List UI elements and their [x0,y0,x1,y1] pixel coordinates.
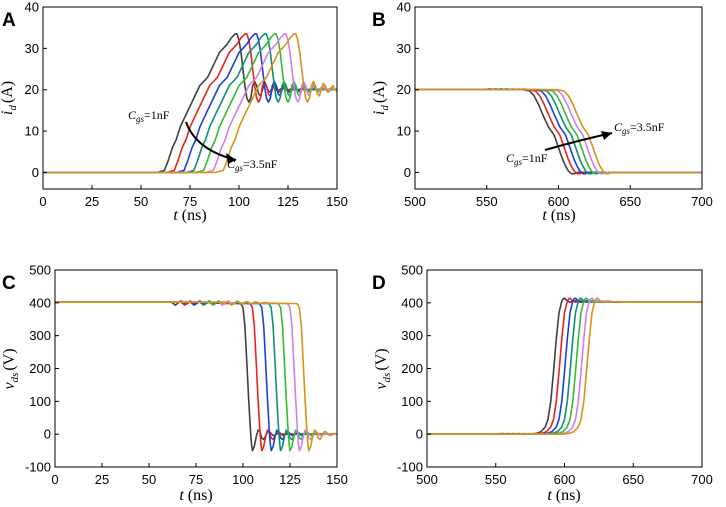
series-group [415,88,702,175]
panel-b: 500 550 600 650 700 0 10 20 30 40 Bt (ns) id(A) Cgs=… [371,0,713,224]
y-tick-label: 30 [397,41,411,56]
annotation-cgs-start: Cgs=1nF [506,151,548,167]
x-tick-label: 50 [134,194,148,209]
x-tick-label: 500 [404,194,426,209]
x-tick-label: 0 [39,194,46,209]
x-tick-label: 550 [485,472,507,487]
series-line-7 [55,300,337,452]
y-tick-label: 20 [25,82,39,97]
panel-letter: D [372,273,386,294]
x-tick-label: 600 [548,194,570,209]
series-line-6 [43,33,337,174]
x-tick-label: 25 [95,472,109,487]
y-tick-label: 100 [29,394,51,409]
y-tick-label: 0 [404,165,411,180]
x-tick-label: 125 [277,194,299,209]
y-tick-label: 20 [397,82,411,97]
x-axis-label: t (ns) [542,207,575,224]
x-tick-label: 75 [183,194,197,209]
x-axis-label: t (ns) [173,207,206,224]
x-tick-label: 150 [326,194,348,209]
x-tick-label: 500 [416,472,438,487]
arrow-head-icon [601,131,612,140]
series-line-6 [55,300,337,452]
y-tick-label: 200 [401,361,423,376]
y-tick-label: 40 [25,0,39,15]
x-tick-label: 100 [232,472,254,487]
series-line-5 [43,33,337,174]
series-group [43,33,337,174]
arrow-head-icon [226,153,236,164]
y-tick-label: 10 [25,124,39,139]
y-axis-label: vds(V) [373,348,393,389]
panel-letter: B [372,10,386,31]
x-tick-label: 75 [189,472,203,487]
series-line-3 [43,33,337,174]
y-tick-label: 400 [401,295,423,310]
y-tick-label: 300 [29,328,51,343]
y-tick-label: 400 [29,295,51,310]
x-axis-label: t (ns) [547,487,580,504]
series-line-7 [427,297,702,436]
x-tick-label: 125 [279,472,301,487]
y-tick-label: 300 [401,328,423,343]
y-tick-label: 200 [29,361,51,376]
panel-letter: C [2,273,16,294]
annotation-cgs-start: Cgs=1nF [128,108,170,124]
y-tick-label: 40 [397,0,411,15]
x-tick-label: 25 [85,194,99,209]
series-line-4 [43,33,337,174]
y-tick-label: 10 [397,124,411,139]
series-group [55,300,337,452]
y-tick-label: -100 [397,460,423,475]
x-tick-label: 150 [326,472,348,487]
y-tick-label: 0 [44,427,51,442]
y-axis-label: vds(V) [1,348,21,389]
x-tick-label: 700 [691,194,713,209]
y-tick-label: 0 [32,165,39,180]
y-tick-label: 100 [401,394,423,409]
y-axis-label: id(A) [0,81,19,115]
x-tick-label: 650 [619,194,641,209]
y-tick-label: 30 [25,41,39,56]
annotation-cgs-end: Cgs=3.5nF [614,120,665,136]
panel-letter: A [2,10,16,31]
x-tick-label: 650 [622,472,644,487]
y-tick-label: 0 [416,427,423,442]
series-line-1 [43,33,337,174]
x-tick-label: 100 [228,194,250,209]
panel-d: 500 550 600 650 700 -100 0 100 200 300 400 500 Dt (n… [372,263,713,505]
x-tick-label: 0 [51,472,58,487]
series-group [427,297,702,436]
x-tick-label: 700 [691,472,713,487]
x-tick-label: 50 [142,472,156,487]
y-tick-label: 500 [29,263,51,278]
panel-a: 0 25 50 75 100 125 150 0 10 20 30 40 At (ns) id(A) Cgs… [0,0,348,224]
x-tick-label: 600 [554,472,576,487]
y-tick-label: -100 [25,460,51,475]
annotation-cgs-end: Cgs=3.5nF [227,157,278,173]
x-axis-label: t (ns) [179,487,212,504]
y-tick-label: 500 [401,263,423,278]
series-line-7 [43,33,337,174]
y-axis-label: id(A) [371,81,391,115]
x-tick-label: 550 [476,194,498,209]
series-line-7 [415,88,702,175]
series-line-2 [43,33,337,174]
